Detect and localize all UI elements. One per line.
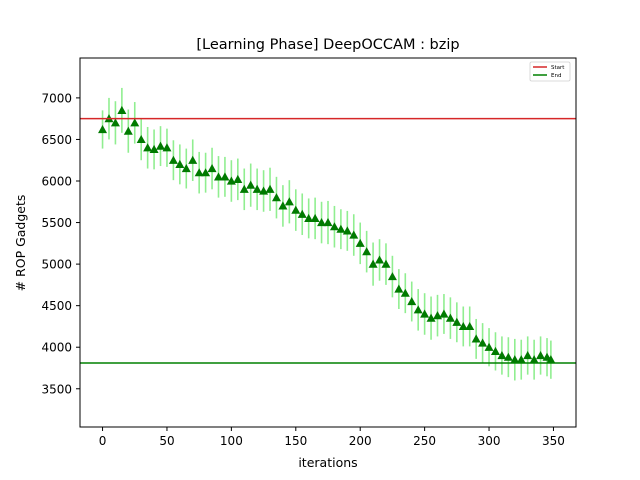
data-point-marker: [381, 259, 391, 268]
x-axis-label: iterations: [298, 455, 357, 470]
data-point-marker: [529, 355, 539, 364]
data-point-marker: [207, 164, 217, 173]
data-point-marker: [400, 288, 410, 297]
data-point-marker: [136, 134, 146, 144]
data-point-marker: [323, 218, 333, 227]
data-point-marker: [220, 172, 230, 181]
data-point-marker: [490, 346, 500, 355]
data-point-marker: [162, 143, 172, 152]
data-point-marker: [233, 174, 243, 183]
y-tick-label: 6000: [41, 175, 72, 189]
y-tick-label: 6500: [41, 133, 72, 147]
data-point-marker: [188, 155, 198, 164]
y-tick-label: 4500: [41, 299, 72, 313]
legend-label-end: End: [551, 73, 561, 79]
data-point-marker: [497, 351, 507, 360]
data-point-marker: [278, 201, 288, 210]
data-point-marker: [143, 143, 153, 152]
y-tick-label: 3500: [41, 382, 72, 396]
data-point-marker: [349, 230, 359, 239]
data-point-marker: [291, 205, 301, 214]
x-tick-label: 50: [159, 434, 174, 448]
data-point-marker: [503, 352, 513, 361]
data-point-marker: [194, 168, 204, 177]
x-axis-ticks: 0 50 100 150 200 250 300 350: [99, 427, 565, 448]
data-point-marker: [123, 126, 133, 135]
y-axis-label: # ROP Gadgets: [13, 195, 28, 292]
data-point-marker: [168, 155, 178, 164]
data-point-marker: [484, 342, 494, 351]
data-point-marker: [546, 355, 556, 364]
data-point-marker: [110, 118, 120, 127]
legend-label-start: Start: [551, 65, 565, 71]
x-tick-label: 0: [99, 434, 107, 448]
data-point-marker: [536, 351, 546, 360]
x-tick-label: 300: [478, 434, 501, 448]
data-point-marker: [181, 164, 191, 173]
data-point-marker: [130, 118, 140, 127]
data-point-marker: [452, 317, 462, 326]
y-tick-label: 5500: [41, 216, 72, 230]
data-point-marker: [284, 197, 294, 206]
data-point-marker: [471, 334, 481, 343]
data-point-marker: [252, 184, 262, 193]
data-point-marker: [271, 193, 281, 202]
x-tick-label: 150: [284, 434, 307, 448]
data-point-marker: [523, 351, 533, 360]
data-point-marker: [355, 238, 365, 247]
chart-title: [Learning Phase] DeepOCCAM : bzip: [196, 37, 459, 53]
data-point-marker: [336, 224, 346, 233]
data-point-marker: [310, 213, 320, 222]
data-point-marker: [439, 309, 449, 318]
y-axis-ticks: 3500 4000 4500 5000 5500 6000 6500 7000: [41, 91, 80, 396]
data-point-marker: [329, 222, 339, 231]
marker-group: [98, 105, 556, 364]
data-point-marker: [149, 144, 159, 154]
data-point-marker: [516, 355, 526, 364]
data-point-marker: [342, 226, 352, 235]
data-point-marker: [413, 305, 423, 314]
data-point-marker: [317, 218, 327, 227]
data-point-marker: [265, 184, 275, 193]
data-point-marker: [201, 168, 211, 177]
data-point-marker: [362, 247, 372, 256]
data-point-marker: [394, 284, 404, 293]
x-tick-label: 350: [542, 434, 565, 448]
data-point-marker: [156, 141, 166, 150]
y-tick-label: 5000: [41, 258, 72, 272]
data-point-marker: [458, 321, 468, 331]
data-point-marker: [465, 321, 475, 331]
data-point-marker: [304, 213, 314, 222]
axes-border: [79, 57, 577, 428]
data-point-marker: [213, 172, 223, 181]
data-point-marker: [478, 338, 488, 347]
y-tick-label: 7000: [41, 91, 72, 105]
data-point-marker: [426, 313, 436, 322]
data-point-marker: [239, 184, 249, 193]
data-point-marker: [375, 255, 385, 264]
data-point-marker: [407, 297, 417, 306]
data-point-marker: [445, 313, 455, 322]
data-point-marker: [420, 309, 430, 318]
data-point-marker: [117, 105, 127, 114]
legend: Start End: [529, 61, 571, 82]
x-tick-label: 100: [220, 434, 243, 448]
data-point-marker: [510, 355, 520, 364]
axes-frame: [79, 57, 577, 428]
data-point-marker: [387, 272, 397, 281]
data-point-marker: [297, 209, 307, 218]
data-point-marker: [368, 259, 378, 268]
data-point-marker: [246, 180, 256, 189]
x-tick-label: 200: [349, 434, 372, 448]
plot-area: [80, 87, 576, 381]
y-tick-label: 4000: [41, 341, 72, 355]
data-point-marker: [98, 124, 108, 134]
x-tick-label: 250: [413, 434, 436, 448]
data-point-marker: [175, 159, 185, 168]
